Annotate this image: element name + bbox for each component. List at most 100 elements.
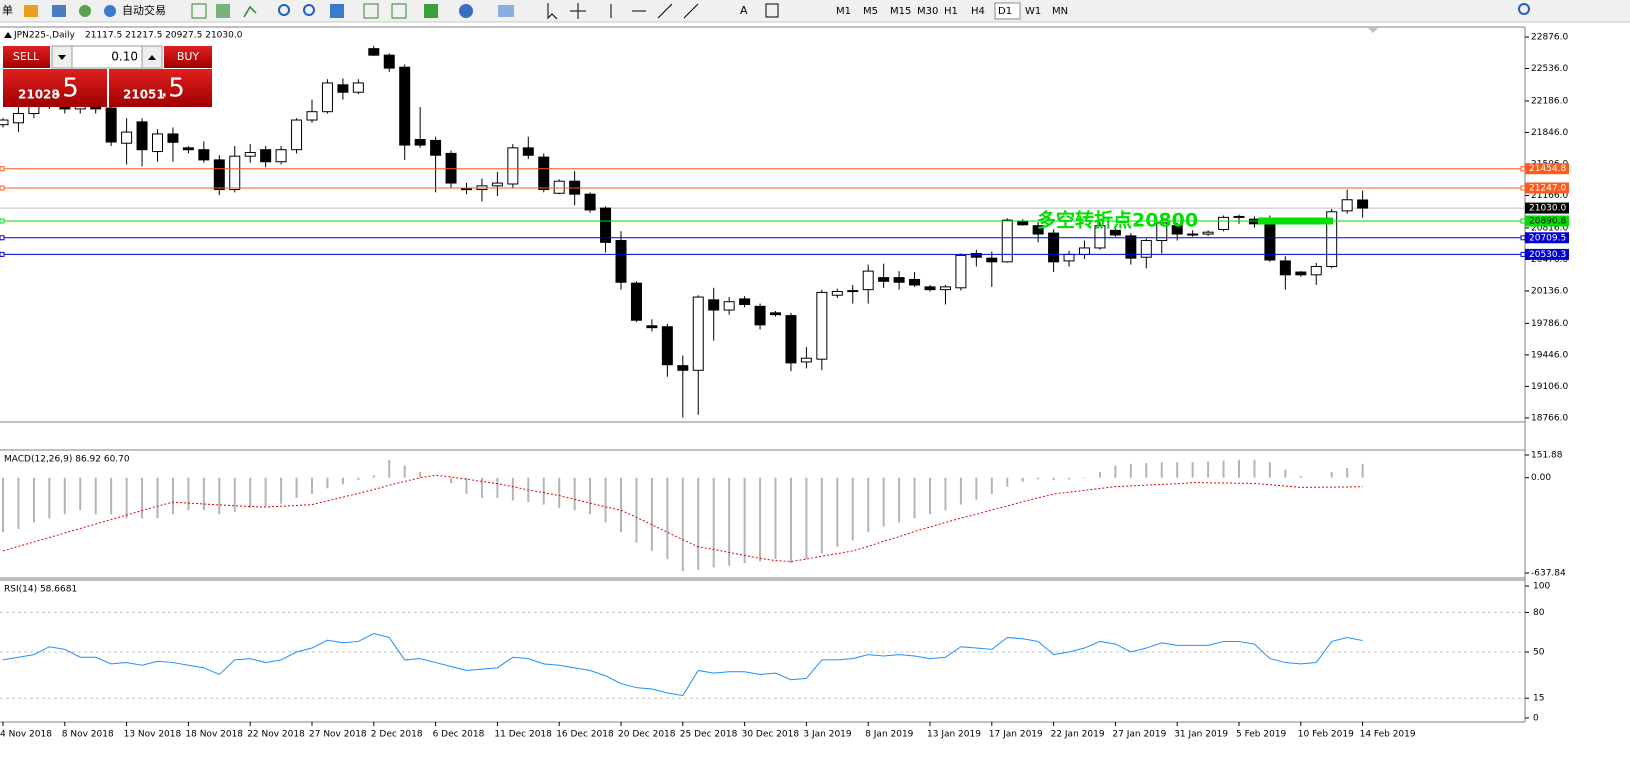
candle-body <box>1048 232 1060 263</box>
x-tick-label: 4 Nov 2018 <box>0 730 52 740</box>
candle-body <box>260 149 272 163</box>
icon <box>24 5 38 17</box>
icon[interactable] <box>570 3 586 19</box>
buy-label[interactable]: BUY <box>177 50 200 63</box>
candle-body <box>399 66 411 146</box>
icon[interactable]: A <box>740 4 748 17</box>
macd-tick-label: 151.88 <box>1531 451 1563 461</box>
level-handle[interactable] <box>0 235 5 241</box>
timeframe-button[interactable]: M15 <box>890 6 911 17</box>
x-tick-label: 20 Dec 2018 <box>618 730 676 740</box>
timeframe-button[interactable]: M1 <box>836 6 851 17</box>
candle-body <box>1109 229 1121 236</box>
menu-text[interactable]: 单 <box>2 4 13 17</box>
icon[interactable] <box>303 4 315 16</box>
x-tick-label: 16 Dec 2018 <box>556 730 614 740</box>
sell-button[interactable] <box>3 46 50 68</box>
ask-fraction[interactable]: .5 <box>160 74 185 104</box>
ask-price[interactable]: 21051 <box>123 88 165 102</box>
icon[interactable] <box>216 4 230 18</box>
level-label-bg <box>1525 215 1569 227</box>
timeframe-button[interactable]: M30 <box>917 6 938 17</box>
candle-body <box>1295 271 1307 276</box>
candle-body <box>167 133 179 143</box>
icon[interactable] <box>191 3 207 19</box>
candle-body <box>337 84 349 93</box>
icon[interactable] <box>330 4 344 18</box>
chart-symbol: JPN225-,Daily <box>13 31 76 41</box>
level-label: 21247.0 <box>1529 183 1566 193</box>
level-handle[interactable] <box>1520 218 1526 224</box>
y-tick-label: 19106.0 <box>1531 382 1568 392</box>
rsi-line <box>2 632 1363 697</box>
icon[interactable] <box>424 4 438 18</box>
macd-signal <box>2 474 1363 563</box>
level-handle[interactable] <box>1520 185 1526 191</box>
x-tick-label: 10 Feb 2019 <box>1298 730 1354 740</box>
x-tick-label: 14 Feb 2019 <box>1360 730 1416 740</box>
timeframe-button[interactable]: MN <box>1052 6 1068 17</box>
timeframe-button[interactable]: D1 <box>998 6 1012 17</box>
collapse-arrow[interactable] <box>4 32 12 38</box>
candle-body <box>1140 240 1152 258</box>
candle-body <box>321 82 333 113</box>
y-tick-label: 20816.0 <box>1531 223 1568 233</box>
level-label-bg <box>1525 163 1569 175</box>
level-handle[interactable] <box>1520 251 1526 257</box>
icon[interactable] <box>610 3 699 19</box>
candle-body <box>785 315 797 364</box>
candle-body <box>1202 231 1214 235</box>
timeframe-button[interactable]: H1 <box>944 6 958 17</box>
icon[interactable] <box>243 5 257 18</box>
level-handle[interactable] <box>0 166 5 172</box>
timeframe-button[interactable]: W1 <box>1025 6 1041 17</box>
ask-box[interactable] <box>109 69 212 107</box>
bid-price[interactable]: 21028 <box>18 88 60 102</box>
bid-fraction[interactable]: .5 <box>54 74 79 104</box>
level-label: 20530.3 <box>1529 250 1566 260</box>
icon[interactable] <box>765 3 779 18</box>
level-handle[interactable] <box>0 218 5 224</box>
y-tick-label: 22536.0 <box>1531 64 1568 74</box>
sell-label[interactable]: SELL <box>13 50 40 63</box>
y-tick-label: 21846.0 <box>1531 128 1568 138</box>
bid-box[interactable] <box>3 69 107 107</box>
candle-body <box>754 305 766 326</box>
search-icon[interactable] <box>1518 3 1530 15</box>
candle-body <box>584 193 596 211</box>
annotation: 多空转折点20800 <box>1037 208 1198 231</box>
buy-button[interactable] <box>164 46 212 68</box>
candle-body <box>491 182 503 187</box>
rsi-tick-label: 15 <box>1533 694 1544 704</box>
rsi-label: RSI(14) 58.6681 <box>4 585 77 595</box>
autotrade-button[interactable]: 自动交易 <box>122 3 166 17</box>
timeframe-active <box>994 2 1021 20</box>
level-handle[interactable] <box>1520 235 1526 241</box>
level-handle[interactable] <box>0 251 5 257</box>
trade-panel: SELL 0.10 BUY 21028 .5 21051 .5 <box>3 45 212 107</box>
icon[interactable] <box>278 4 290 16</box>
level-label: 20709.5 <box>1529 233 1566 243</box>
icon[interactable] <box>391 3 407 19</box>
timeframe-button[interactable]: M5 <box>863 6 878 17</box>
candle-body <box>383 54 395 69</box>
x-tick-label: 6 Dec 2018 <box>433 730 485 740</box>
icon[interactable] <box>547 3 558 20</box>
rsi-tick-label: 50 <box>1533 648 1545 658</box>
icon[interactable] <box>459 4 473 18</box>
x-tick-label: 13 Jan 2019 <box>927 730 981 740</box>
candle-body <box>800 357 812 363</box>
candle-body <box>939 286 951 291</box>
timeframe-button[interactable]: H4 <box>971 6 985 17</box>
icon[interactable] <box>363 3 379 19</box>
current-price-label: 21030.0 <box>1529 204 1566 214</box>
lots-value[interactable]: 0.10 <box>111 50 138 64</box>
x-tick-label: 22 Nov 2018 <box>247 730 305 740</box>
level-handle[interactable] <box>1520 166 1526 172</box>
x-tick-label: 18 Nov 2018 <box>185 730 243 740</box>
level-handle[interactable] <box>0 185 5 191</box>
x-tick-label: 3 Jan 2019 <box>803 730 851 740</box>
icon[interactable] <box>498 5 514 17</box>
rsi-tick-label: 80 <box>1533 608 1545 618</box>
